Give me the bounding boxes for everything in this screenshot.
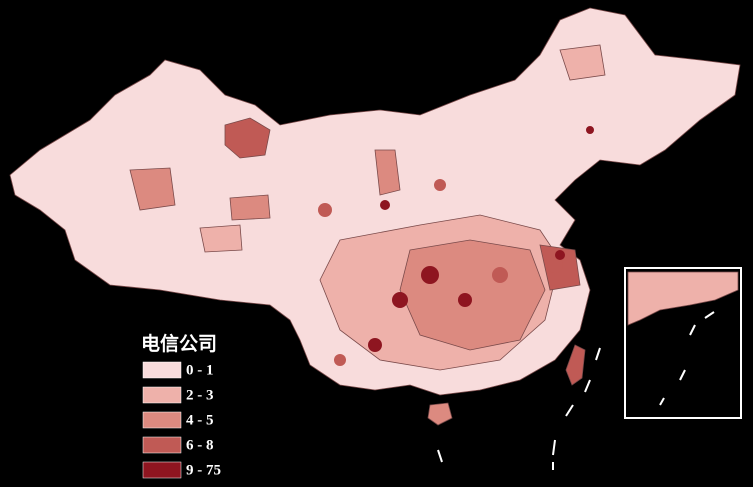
hainan xyxy=(427,402,453,426)
region xyxy=(399,239,546,351)
hotspots xyxy=(318,126,594,366)
china-map xyxy=(9,7,741,426)
region xyxy=(229,194,271,221)
legend-title: 电信公司 xyxy=(141,332,217,355)
legend-swatch xyxy=(142,411,182,429)
region xyxy=(555,250,565,260)
legend-label: 2 - 3 xyxy=(186,387,214,403)
region xyxy=(368,338,382,352)
region xyxy=(199,224,243,253)
region xyxy=(129,167,176,211)
inset-frame xyxy=(624,267,742,419)
legend-swatch xyxy=(142,361,182,379)
legend-label: 9 - 75 xyxy=(186,462,221,478)
region xyxy=(458,293,472,307)
legend-swatch xyxy=(142,386,182,404)
legend-label: 0 - 1 xyxy=(186,362,214,378)
mainland xyxy=(9,7,741,396)
legend-swatch xyxy=(142,461,182,479)
region xyxy=(224,117,271,159)
region xyxy=(374,149,401,196)
legend-label: 6 - 8 xyxy=(186,437,214,453)
inset-land xyxy=(627,271,739,326)
region xyxy=(586,126,594,134)
region xyxy=(547,257,563,273)
legend-label: 4 - 5 xyxy=(186,412,214,428)
legend-swatch xyxy=(142,436,182,454)
region xyxy=(318,203,332,217)
region xyxy=(392,292,408,308)
taiwan xyxy=(565,344,586,386)
region xyxy=(559,44,606,81)
region xyxy=(380,200,390,210)
legend: 0 - 1 2 - 3 4 - 5 6 - 8 9 - 75 xyxy=(142,361,221,479)
region xyxy=(421,266,439,284)
region xyxy=(334,354,346,366)
region xyxy=(492,267,508,283)
region xyxy=(434,179,446,191)
boundary-dashes xyxy=(437,311,715,470)
